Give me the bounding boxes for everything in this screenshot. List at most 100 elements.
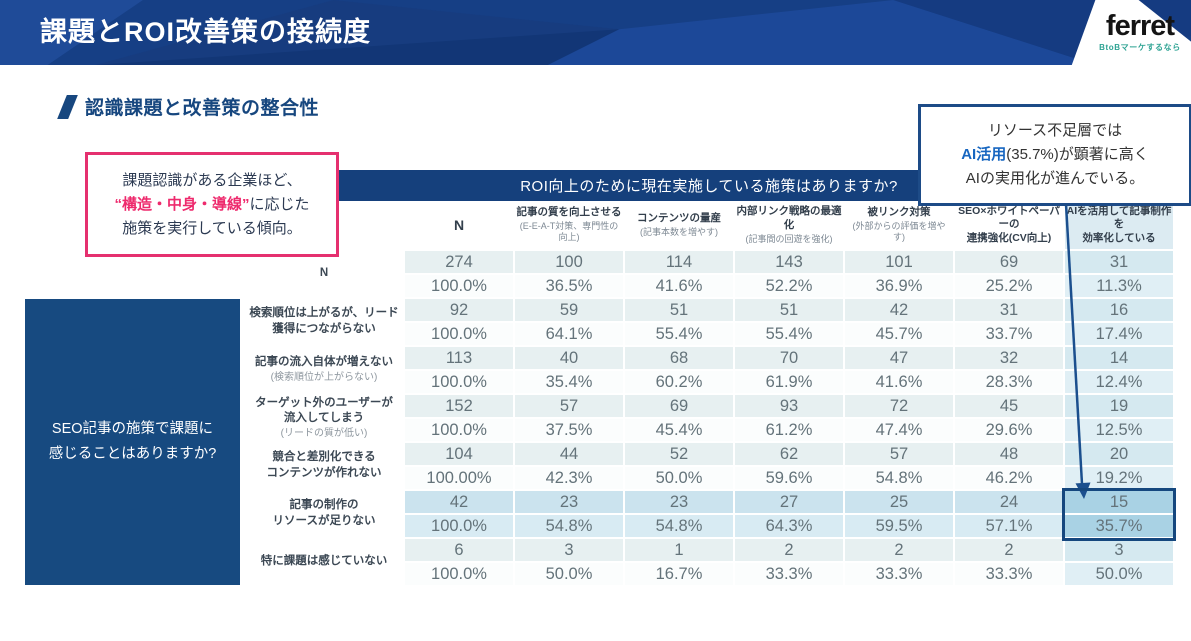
count-cell: 57 [845,443,953,465]
percent-cell: 50.0% [515,563,623,585]
percent-cell: 61.2% [735,419,843,441]
row-label: N [245,251,403,297]
count-cell: 24 [955,491,1063,513]
percent-cell: 45.4% [625,419,733,441]
percent-cell: 50.0% [1065,563,1173,585]
count-cell: 16 [1065,299,1173,321]
count-cell: 2 [735,539,843,561]
count-cell: 40 [515,347,623,369]
column-header: 被リンク対策 (外部からの評価を増や す) [845,201,953,249]
column-header: SEO×ホワイトペーパーの 連携強化(CV向上) [955,201,1063,249]
count-cell: 101 [845,251,953,273]
percent-cell: 54.8% [625,515,733,537]
percent-cell: 54.8% [845,467,953,489]
percent-cell: 57.1% [955,515,1063,537]
table-grid: N 記事の質を向上させる (E-E-A-T対策、専門性の 向上) コンテンツの量産 (記… [245,201,1173,585]
count-cell: 23 [515,491,623,513]
percent-cell: 33.3% [955,563,1063,585]
percent-cell: 42.3% [515,467,623,489]
callout-blue-line3: AIの実用化が進んでいる。 [965,170,1145,187]
count-cell: 15 [1065,491,1173,513]
logo-tagline: BtoBマーケするなら [1099,43,1181,52]
row-label: 検索順位は上がるが、リード 獲得につながらない [245,299,403,345]
percent-cell: 36.9% [845,275,953,297]
column-header: 内部リンク戦略の最適化 (記事間の回遊を強化) [735,201,843,249]
question-block: SEO記事の施策で課題に 感じることはありますか? [25,299,240,585]
column-header: 記事の質を向上させる (E-E-A-T対策、専門性の 向上) [515,201,623,249]
count-cell: 48 [955,443,1063,465]
count-cell: 3 [515,539,623,561]
column-header: AIを活用して記事制作を 効率化している [1065,201,1173,249]
count-cell: 92 [405,299,513,321]
percent-cell: 50.0% [625,467,733,489]
percent-cell: 60.2% [625,371,733,393]
callout-pink: 課題認識がある企業ほど、 “構造・中身・導線”に応じた 施策を実行している傾向。 [85,152,339,257]
percent-cell: 100.0% [405,371,513,393]
percent-cell: 37.5% [515,419,623,441]
logo-text: ferret [1105,10,1175,42]
percent-cell: 46.2% [955,467,1063,489]
top-bar: 課題とROI改善策の接続度 ferret BtoBマーケするなら [0,0,1191,65]
percent-cell: 17.4% [1065,323,1173,345]
percent-cell: 11.3% [1065,275,1173,297]
ferret-logo: ferret BtoBマーケするなら [1097,11,1183,53]
percent-cell: 19.2% [1065,467,1173,489]
section-heading: 認識課題と改善策の整合性 [57,93,320,120]
count-cell: 100 [515,251,623,273]
percent-cell: 33.3% [845,563,953,585]
count-cell: 52 [625,443,733,465]
percent-cell: 61.9% [735,371,843,393]
percent-cell: 55.4% [625,323,733,345]
percent-cell: 35.7% [1065,515,1173,537]
count-cell: 68 [625,347,733,369]
percent-cell: 100.0% [405,563,513,585]
row-label: 記事の制作の リソースが足りない [245,491,403,537]
percent-cell: 100.0% [405,419,513,441]
percent-cell: 59.5% [845,515,953,537]
callout-blue-line2-rest: (35.7%)が顕著に高く [1006,146,1149,163]
percent-cell: 100.00% [405,467,513,489]
percent-cell: 33.7% [955,323,1063,345]
count-cell: 72 [845,395,953,417]
count-cell: 31 [1065,251,1173,273]
count-cell: 47 [845,347,953,369]
count-cell: 25 [845,491,953,513]
percent-cell: 28.3% [955,371,1063,393]
section-title: 認識課題と改善策の整合性 [85,98,320,119]
percent-cell: 41.6% [845,371,953,393]
callout-pink-line2: “構造・中身・導線”に応じた [114,193,309,217]
row-label: 記事の流入自体が増えない (検索順位が上がらない) [245,347,403,393]
percent-cell: 41.6% [625,275,733,297]
percent-cell: 55.4% [735,323,843,345]
percent-cell: 54.8% [515,515,623,537]
percent-cell: 100.0% [405,275,513,297]
row-label: 競合と差別化できる コンテンツが作れない [245,443,403,489]
count-cell: 32 [955,347,1063,369]
count-cell: 113 [405,347,513,369]
percent-cell: 64.3% [735,515,843,537]
row-label: ターゲット外のユーザーが 流入してしまう (リードの質が低い) [245,395,403,441]
count-cell: 6 [405,539,513,561]
count-cell: 31 [955,299,1063,321]
count-cell: 104 [405,443,513,465]
callout-pink-line3: 施策を実行している傾向。 [122,219,302,237]
callout-pink-line2-rest: に応じた [249,195,310,213]
slash-icon [57,94,78,119]
percent-cell: 36.5% [515,275,623,297]
callout-pink-line1: 課題認識がある企業ほど、 [122,171,302,189]
count-cell: 51 [735,299,843,321]
slide-title: 課題とROI改善策の接続度 [40,17,372,47]
count-cell: 14 [1065,347,1173,369]
count-cell: 42 [405,491,513,513]
column-header: コンテンツの量産 (記事本数を増やす) [625,201,733,249]
count-cell: 44 [515,443,623,465]
percent-cell: 12.4% [1065,371,1173,393]
percent-cell: 45.7% [845,323,953,345]
count-cell: 70 [735,347,843,369]
percent-cell: 64.1% [515,323,623,345]
percent-cell: 16.7% [625,563,733,585]
count-cell: 45 [955,395,1063,417]
callout-blue: リソース不足層では AI活用(35.7%)が顕著に高く AIの実用化が進んでいる… [918,104,1191,206]
percent-cell: 12.5% [1065,419,1173,441]
